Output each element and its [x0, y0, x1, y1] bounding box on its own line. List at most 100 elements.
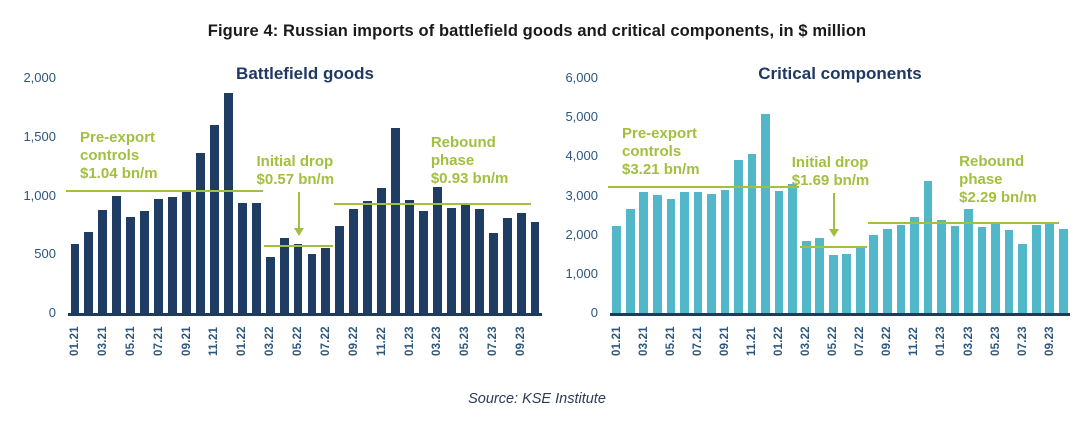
x-tick-label-07.23: 07.23 [487, 326, 500, 356]
drop-arrow-head-icon [293, 228, 304, 237]
bar-01.22 [237, 203, 247, 313]
bar-11.22 [377, 187, 387, 313]
bar-07.23 [1018, 243, 1027, 313]
bar-04.23 [977, 227, 987, 313]
bar-01.21 [612, 225, 622, 313]
x-tick-label-05.21: 05.21 [664, 326, 677, 356]
bar-10.22 [896, 225, 906, 313]
y-tick-label-0: 0 [48, 305, 56, 320]
bar-03.21 [639, 191, 649, 313]
phase-label-rebound: Rebound phase $0.93 bn/m [431, 134, 509, 188]
x-tick-label-03.22: 03.22 [800, 326, 813, 356]
x-tick-label-01.23: 01.23 [403, 326, 416, 356]
bar-02.22 [251, 203, 261, 313]
phase-label-line: Pre-export [80, 128, 156, 146]
bar-04.22 [815, 238, 825, 313]
bar-10.21 [195, 152, 205, 313]
x-tick-label-07.21: 07.21 [152, 326, 165, 356]
bar-06.21 [140, 211, 150, 313]
bar-05.21 [126, 217, 136, 313]
x-tick-label-01.22: 01.22 [773, 326, 786, 356]
bar-04.21 [653, 194, 662, 313]
phase-label-line: $1.04 bn/m [80, 164, 158, 182]
phase-label-line: Rebound [959, 153, 1025, 171]
bar-07.21 [693, 192, 703, 313]
bar-06.22 [307, 253, 317, 313]
y-tick-label-2000: 2,000 [565, 226, 598, 242]
bar-05.23 [460, 202, 470, 313]
drop-arrow-head-icon [828, 228, 839, 237]
x-tick-label-09.23: 09.23 [1043, 326, 1056, 356]
bar-08.21 [168, 197, 178, 313]
y-tick-label-6000: 6,000 [565, 70, 598, 85]
x-tick-label-11.21: 11.21 [208, 326, 221, 356]
bar-03.23 [964, 209, 973, 313]
x-tick-label-03.23: 03.23 [962, 326, 975, 356]
phase-line-rebound [333, 202, 531, 205]
bar-07.21 [154, 199, 164, 313]
plot-area-critical-components [610, 78, 1070, 316]
bar-05.21 [666, 199, 676, 313]
x-tick-label-05.22: 05.22 [292, 326, 305, 356]
bar-08.23 [502, 217, 512, 313]
bar-12.22 [391, 127, 401, 313]
bar-02.21 [84, 231, 94, 313]
y-tick-label-4000: 4,000 [565, 148, 598, 164]
x-tick-label-01.22: 01.22 [236, 326, 249, 356]
bar-06.23 [1004, 229, 1014, 313]
phase-line-pre [66, 189, 264, 192]
chart-title-critical-components: Critical components [758, 64, 922, 83]
bar-06.23 [474, 209, 484, 313]
phase-label-line: Pre-export [622, 125, 698, 143]
bar-04.23 [446, 208, 456, 313]
phase-label-rebound: Rebound phase $2.29 bn/m [959, 153, 1037, 207]
phase-line-rebound [868, 222, 1060, 225]
phase-line-pre [608, 186, 800, 189]
bar-07.23 [488, 232, 498, 313]
bar-08.22 [335, 226, 345, 313]
bar-09.22 [883, 228, 892, 313]
phase-label-line: Rebound [430, 133, 496, 151]
bar-10.23 [530, 221, 540, 313]
bar-01.23 [937, 220, 946, 313]
bar-03.21 [98, 210, 108, 313]
phase-label-drop: Initial drop $0.57 bn/m [257, 153, 335, 189]
x-tick-label-03.21: 03.21 [96, 326, 109, 356]
bar-02.22 [788, 183, 797, 313]
y-tick-label-5000: 5,000 [565, 109, 598, 125]
x-tick-label-05.22: 05.22 [827, 326, 840, 356]
x-tick-label-09.22: 09.22 [347, 326, 360, 356]
bar-11.21 [209, 125, 219, 313]
bar-08.23 [1031, 225, 1041, 313]
plot-area-battlefield-goods [68, 78, 542, 316]
y-tick-label-2000: 2,000 [23, 70, 56, 85]
bar-03.22 [265, 256, 275, 313]
x-tick-label-11.22: 11.22 [375, 326, 388, 356]
source-note: Source: KSE Institute [468, 391, 606, 407]
bar-10.22 [363, 201, 373, 313]
phase-label-pre: Pre-export controls $1.04 bn/m [80, 129, 158, 183]
x-tick-label-05.21: 05.21 [124, 326, 137, 356]
bar-09.22 [349, 209, 359, 313]
x-tick-label-03.22: 03.22 [264, 326, 277, 356]
bar-09.21 [182, 189, 191, 313]
x-tick-label-07.21: 07.21 [691, 326, 704, 356]
bar-01.22 [774, 190, 784, 313]
bar-11.22 [910, 217, 919, 313]
bar-04.22 [279, 237, 289, 313]
x-tick-label-11.21: 11.21 [746, 326, 759, 356]
bar-05.22 [828, 255, 838, 313]
bar-09.21 [720, 189, 730, 313]
x-tick-label-01.21: 01.21 [68, 326, 81, 356]
x-tick-label-03.23: 03.23 [431, 326, 444, 356]
phase-label-line: $0.93 bn/m [430, 169, 509, 187]
drop-arrow-shaft [297, 192, 300, 229]
figure-title: Figure 4: Russian imports of battlefield… [207, 22, 867, 40]
bar-06.22 [842, 254, 852, 313]
phase-label-line: phase [959, 171, 1003, 189]
x-tick-label-05.23: 05.23 [989, 326, 1002, 356]
bar-02.23 [419, 210, 428, 313]
x-tick-label-09.21: 09.21 [180, 326, 193, 356]
drop-arrow-shaft [832, 192, 835, 229]
